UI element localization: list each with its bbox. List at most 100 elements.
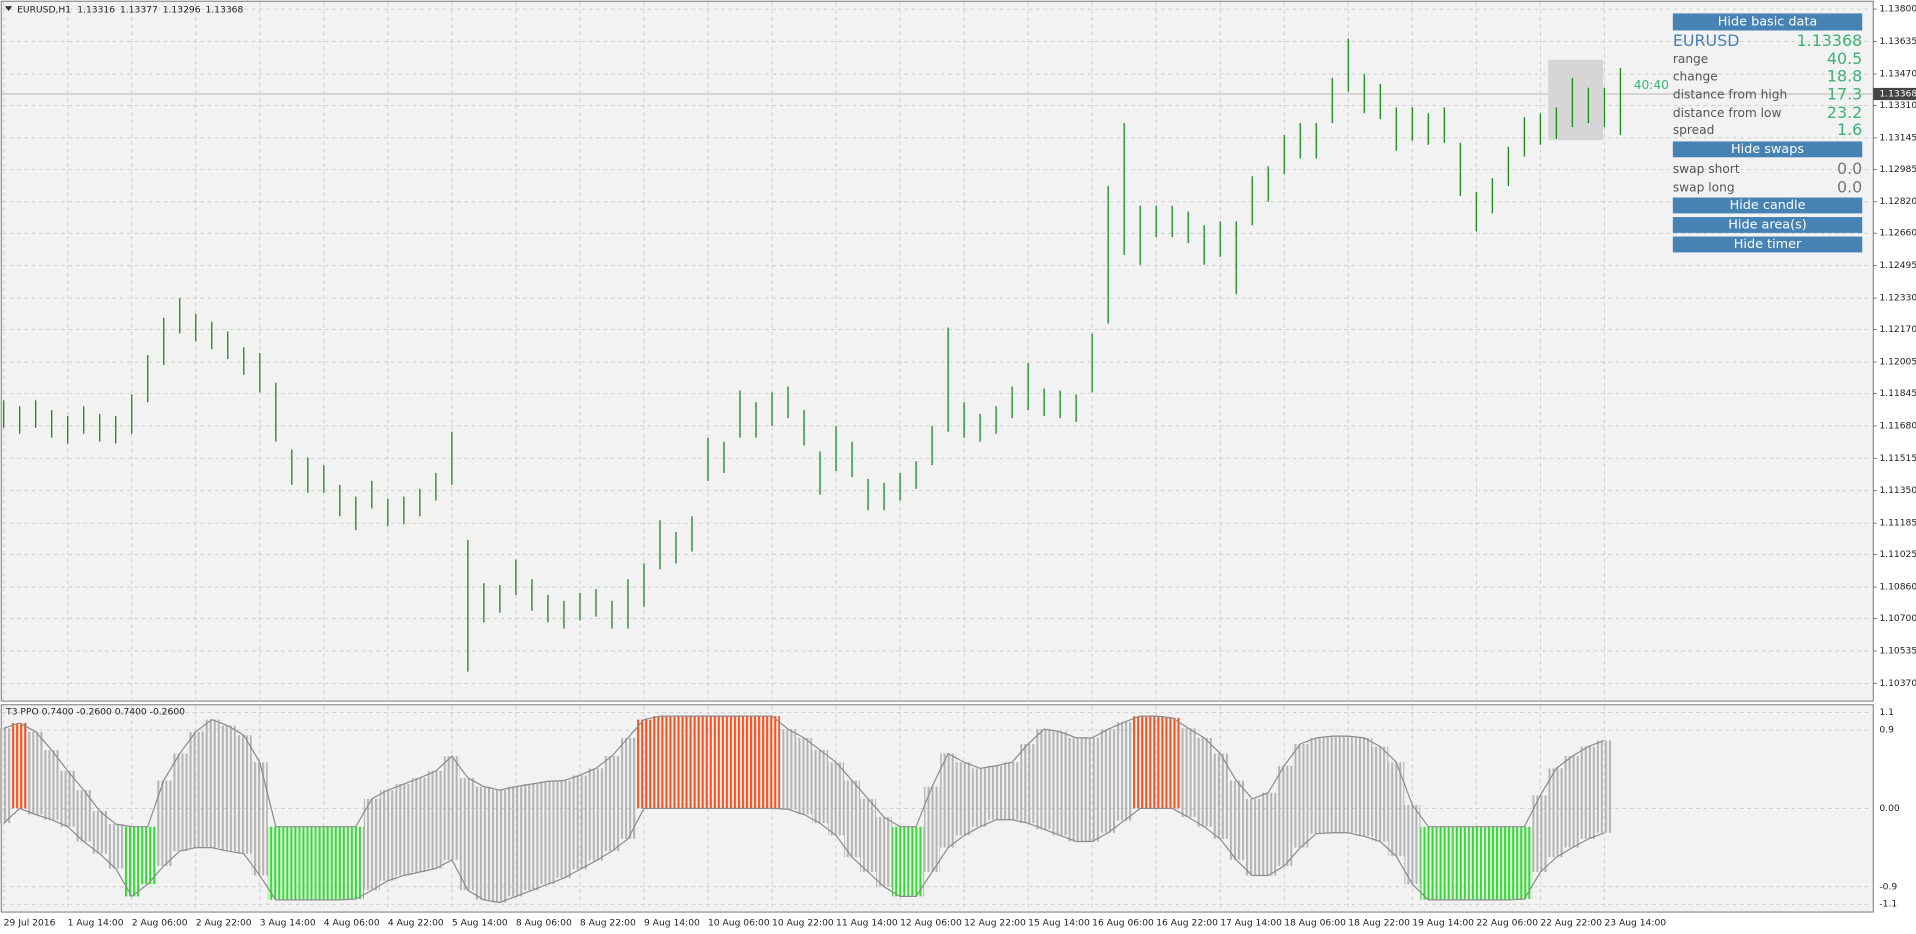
indicator-bar (1180, 728, 1197, 818)
button[interactable] (1672, 197, 1863, 214)
indicator-bar (828, 762, 845, 836)
x-tick-label: 11 Aug 14:00 (836, 919, 898, 929)
y-tick-label: 1.10860 (1879, 583, 1916, 593)
indicator-bar (347, 826, 364, 899)
button-label[interactable]: Hide basic data (1718, 14, 1817, 29)
button-label[interactable]: Hide area(s) (1728, 217, 1807, 232)
y-tick-label: 0.00 (1879, 804, 1900, 814)
swap-label: swap short (1673, 162, 1740, 176)
x-tick-label: 2 Aug 06:00 (132, 919, 188, 929)
indicator-bar (427, 770, 444, 869)
y-tick-label: 1.12330 (1879, 294, 1916, 304)
open: 1.13316 (77, 5, 115, 15)
y-tick-label: 1.10700 (1879, 614, 1916, 624)
indicator-bar (1164, 717, 1181, 809)
row-label: spread (1673, 123, 1715, 137)
indicator-bar (1532, 795, 1549, 872)
indicator-bar (892, 826, 909, 897)
price-label-box (1873, 87, 1916, 101)
indicator-bar (780, 729, 797, 810)
row-label: distance from high (1673, 88, 1787, 102)
indicator-bar (1324, 736, 1341, 833)
indicator-bar (1052, 731, 1069, 836)
row-label: change (1673, 69, 1718, 83)
indicator-bar (283, 826, 300, 900)
highlight-area (1548, 59, 1604, 141)
indicator-bar (299, 826, 316, 900)
x-tick-label: 8 Aug 06:00 (516, 919, 572, 929)
indicator-bar (940, 753, 957, 848)
button-label[interactable]: Hide candle (1730, 198, 1806, 213)
swap-value: 0.0 (1837, 159, 1862, 178)
close: 1.13368 (205, 5, 243, 15)
indicator-bar (1596, 740, 1613, 833)
indicator-bar (571, 775, 588, 870)
indicator-bar (1004, 762, 1021, 820)
row-value: 1.6 (1837, 120, 1862, 139)
x-tick-label: 12 Aug 22:00 (964, 919, 1026, 929)
indicator-bar (443, 756, 460, 860)
x-tick-label: 9 Aug 14:00 (644, 919, 700, 929)
chart-header: EURUSD,H1 1.13316 1.13377 1.13296 1.13368 (17, 5, 243, 15)
indicator-bar (876, 817, 893, 887)
indicator-bar (1468, 826, 1485, 900)
y-tick-label: 1.12820 (1879, 197, 1916, 207)
indicator-bar (715, 716, 733, 809)
indicator-bar (667, 716, 684, 809)
indicator-bar (475, 786, 492, 900)
indicator-bar (11, 723, 28, 809)
indicator-bar (1516, 826, 1533, 899)
x-tick-label: 18 Aug 22:00 (1348, 919, 1410, 929)
band-outline (3, 715, 1605, 828)
indicator-bar (1228, 780, 1245, 860)
indicator-bar (331, 826, 348, 900)
indicator-bar (1436, 826, 1453, 900)
x-tick-label: 10 Aug 22:00 (772, 919, 834, 929)
indicator-bar (1084, 737, 1101, 842)
timer: 40:40 (1634, 78, 1669, 92)
x-tick-label: 12 Aug 06:00 (900, 919, 962, 929)
indicator-bar (187, 731, 204, 848)
indicator-bar (1244, 798, 1261, 876)
indicator-bar (251, 762, 268, 876)
indicator-bar (1420, 826, 1437, 900)
indicator-bar (812, 750, 829, 824)
high: 1.13377 (120, 5, 158, 15)
indicator-bar (683, 716, 700, 809)
indicator-bar (1564, 756, 1581, 848)
y-tick-label: 1.11185 (1879, 519, 1916, 529)
indicator-bar (411, 777, 428, 872)
indicator-bar (908, 826, 925, 897)
menu-arrow[interactable] (4, 6, 13, 11)
low: 1.13296 (163, 5, 201, 15)
indicator-bar (523, 784, 540, 891)
button[interactable] (1672, 236, 1863, 253)
y-tick-label: 1.11845 (1879, 389, 1916, 399)
indicator-bar (395, 784, 412, 876)
y-tick-label: 1.11515 (1879, 454, 1916, 464)
price-label: 1.13368 (1879, 90, 1916, 100)
indicator-bar (1020, 743, 1037, 824)
y-tick-label: 1.11680 (1879, 421, 1916, 431)
button-label[interactable]: Hide timer (1734, 237, 1802, 252)
indicator-bar (1068, 737, 1085, 842)
x-tick-label: 16 Aug 06:00 (1092, 919, 1154, 929)
indicator-bar (1404, 804, 1421, 885)
row-label: range (1673, 52, 1708, 66)
indicator-bar (988, 765, 1005, 820)
indicator-bar (1580, 746, 1597, 839)
indicator-bar (0, 728, 12, 824)
button[interactable] (1672, 217, 1863, 233)
indicator-bar (1484, 826, 1501, 900)
button-label[interactable]: Hide swaps (1731, 142, 1804, 157)
y-tick-label: 0.9 (1879, 726, 1894, 736)
indicator-bar (27, 731, 44, 815)
x-tick-label: 15 Aug 14:00 (1028, 919, 1090, 929)
button[interactable] (1672, 141, 1863, 158)
button[interactable] (1672, 13, 1863, 31)
bid: 1.13368 (1797, 31, 1863, 50)
y-tick-label: 1.13635 (1879, 37, 1916, 47)
indicator-bar (844, 780, 861, 858)
y-tick-label: 1.10370 (1879, 679, 1916, 689)
indicator-bar (972, 768, 989, 827)
